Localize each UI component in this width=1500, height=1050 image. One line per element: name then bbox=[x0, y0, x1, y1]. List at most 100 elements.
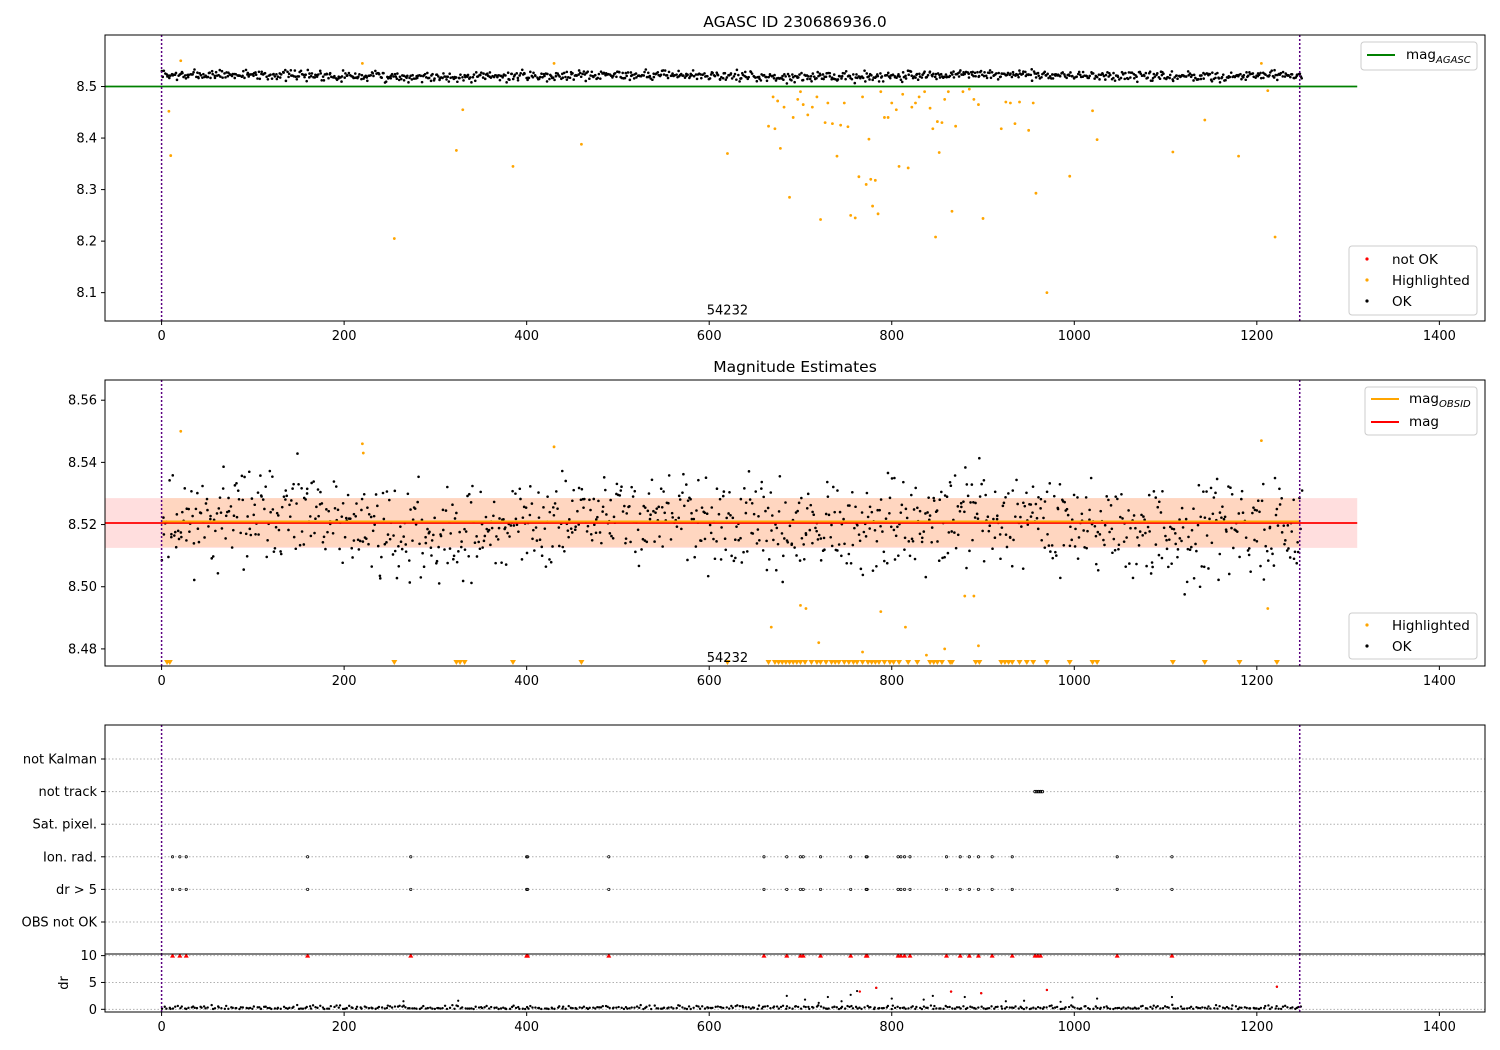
ok-point bbox=[594, 518, 598, 521]
ok-point bbox=[1065, 76, 1068, 80]
dr-point bbox=[258, 1006, 261, 1009]
ok-point bbox=[1048, 482, 1052, 485]
ok-point bbox=[926, 511, 929, 514]
dr-point bbox=[878, 1006, 881, 1010]
ok-point bbox=[246, 71, 250, 75]
ok-point bbox=[462, 79, 465, 82]
below-axis-marker bbox=[934, 660, 941, 665]
ok-point bbox=[1010, 564, 1014, 568]
ok-point bbox=[1210, 79, 1214, 83]
dr-point bbox=[763, 1005, 767, 1008]
ok-point bbox=[211, 555, 215, 558]
ok-point bbox=[1088, 74, 1091, 78]
dr-point bbox=[944, 1004, 947, 1008]
ok-point bbox=[724, 78, 728, 81]
ok-point bbox=[410, 78, 414, 81]
ok-point bbox=[527, 76, 531, 80]
ok-point bbox=[974, 74, 977, 78]
dr-point bbox=[617, 1005, 620, 1009]
ok-point bbox=[1289, 75, 1292, 79]
ok-point bbox=[739, 497, 743, 501]
dr-clipped-marker bbox=[864, 954, 870, 958]
ok-point bbox=[1114, 495, 1118, 498]
ok-point bbox=[1223, 515, 1227, 519]
ok-point bbox=[451, 503, 454, 507]
dr-point bbox=[586, 1007, 590, 1011]
ok-point bbox=[406, 74, 409, 78]
dr-point bbox=[935, 1007, 938, 1010]
ok-point bbox=[290, 499, 293, 502]
ok-point bbox=[744, 501, 748, 504]
ok-point bbox=[304, 73, 307, 77]
ok-point bbox=[909, 70, 913, 73]
ok-point bbox=[1029, 73, 1033, 77]
ok-point bbox=[1116, 497, 1119, 501]
ok-point bbox=[371, 71, 375, 75]
ok-point bbox=[861, 573, 865, 577]
ok-point bbox=[988, 71, 991, 75]
ok-point bbox=[560, 469, 564, 473]
ok-point bbox=[276, 75, 280, 79]
dr-point bbox=[206, 1006, 209, 1009]
ok-point bbox=[322, 79, 326, 82]
highlighted-point bbox=[580, 142, 583, 146]
dr-point bbox=[1230, 1007, 1233, 1011]
ok-point bbox=[1071, 74, 1074, 78]
dr-point bbox=[990, 1005, 993, 1008]
ok-point bbox=[421, 551, 424, 555]
ok-point bbox=[621, 510, 625, 513]
ok-point bbox=[327, 76, 330, 80]
dr-point bbox=[873, 1006, 876, 1009]
ok-point bbox=[577, 73, 580, 76]
ok-point bbox=[855, 73, 858, 76]
ok-point bbox=[644, 68, 648, 71]
dr-point bbox=[187, 1006, 190, 1010]
dr-point bbox=[393, 1005, 397, 1008]
ok-point bbox=[517, 530, 520, 533]
dr-outlier-point bbox=[1096, 997, 1099, 1000]
ok-point bbox=[217, 507, 221, 510]
ok-point bbox=[598, 531, 602, 534]
ok-point bbox=[916, 506, 919, 510]
flag-point bbox=[967, 855, 971, 859]
ok-point bbox=[822, 77, 825, 81]
ok-point bbox=[720, 526, 723, 529]
not-track-point bbox=[1040, 789, 1045, 794]
ok-point bbox=[482, 539, 486, 543]
ok-point bbox=[324, 547, 327, 551]
ok-point bbox=[625, 512, 629, 515]
dr-point bbox=[165, 1007, 168, 1010]
ok-point bbox=[754, 76, 757, 79]
dr-point bbox=[569, 1006, 572, 1010]
ok-point bbox=[261, 498, 265, 501]
ok-point bbox=[241, 74, 244, 78]
ok-point bbox=[950, 530, 954, 533]
ok-point bbox=[739, 77, 743, 80]
ok-point bbox=[319, 490, 322, 494]
ok-point bbox=[366, 506, 369, 509]
ok-point bbox=[876, 508, 879, 512]
ok-point bbox=[258, 77, 262, 81]
dr-point bbox=[942, 1007, 945, 1011]
ok-point bbox=[853, 81, 857, 85]
dr-point bbox=[807, 1005, 810, 1009]
ok-point bbox=[415, 76, 419, 80]
dr-point bbox=[1179, 1005, 1183, 1008]
ok-point bbox=[880, 75, 884, 78]
dr-point bbox=[971, 1006, 974, 1009]
dr-point bbox=[689, 1007, 692, 1011]
highlighted-point bbox=[981, 217, 985, 220]
ok-point bbox=[429, 79, 433, 83]
ok-point bbox=[371, 529, 375, 533]
ok-point bbox=[965, 566, 968, 570]
ok-point bbox=[473, 541, 477, 545]
dr-point bbox=[638, 1006, 641, 1010]
ok-point bbox=[829, 535, 833, 539]
ok-point bbox=[445, 78, 448, 81]
ok-point bbox=[384, 80, 388, 83]
dr-point bbox=[248, 1006, 252, 1010]
ok-point bbox=[518, 74, 521, 77]
highlighted-point bbox=[906, 166, 910, 170]
dr-clipped-marker bbox=[177, 954, 183, 958]
